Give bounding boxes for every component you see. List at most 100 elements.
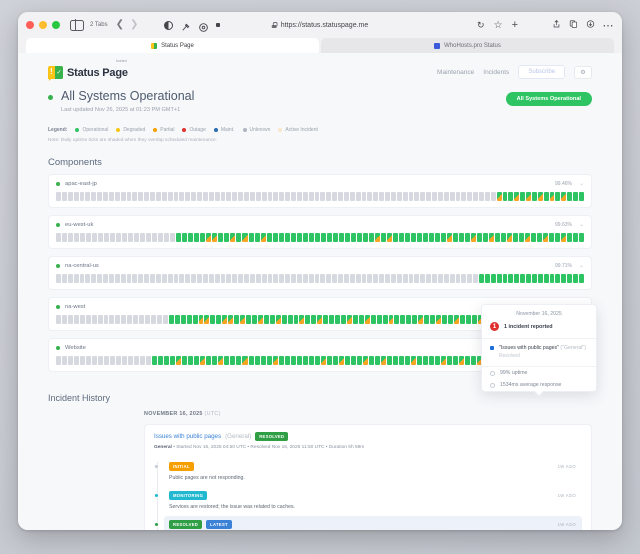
uptime-tick[interactable] [373, 192, 379, 201]
uptime-tick[interactable] [573, 192, 578, 201]
uptime-tick[interactable] [520, 274, 525, 283]
uptime-tick[interactable] [441, 315, 447, 324]
uptime-tick[interactable] [496, 192, 502, 201]
uptime-tick[interactable] [208, 192, 214, 201]
appearance-icon[interactable] [164, 20, 174, 30]
uptime-tick[interactable] [386, 356, 392, 365]
uptime-tick[interactable] [202, 274, 208, 283]
uptime-tick[interactable] [224, 356, 230, 365]
uptime-tick[interactable] [226, 274, 232, 283]
uptime-tick[interactable] [191, 192, 196, 201]
uptime-tick[interactable] [479, 192, 484, 201]
uptime-tick[interactable] [380, 356, 386, 365]
uptime-tick[interactable] [200, 233, 206, 242]
uptime-tick[interactable] [269, 315, 275, 324]
uptime-tick[interactable] [242, 233, 248, 242]
uptime-tick[interactable] [332, 233, 338, 242]
uptime-tick[interactable] [248, 356, 254, 365]
uptime-tick[interactable] [455, 192, 461, 201]
uptime-tick[interactable] [220, 192, 226, 201]
uptime-tick[interactable] [170, 233, 176, 242]
uptime-tick[interactable] [449, 274, 455, 283]
uptime-tick[interactable] [344, 356, 350, 365]
uptime-tick[interactable] [341, 315, 346, 324]
uptime-tick[interactable] [513, 233, 519, 242]
uptime-tick[interactable] [402, 192, 408, 201]
uptime-tick[interactable] [230, 356, 236, 365]
uptime-tick[interactable] [151, 315, 156, 324]
uptime-tick[interactable] [367, 274, 373, 283]
uptime-tick[interactable] [291, 192, 296, 201]
uptime-tick[interactable] [385, 192, 390, 201]
uptime-tick[interactable] [206, 356, 212, 365]
uptime-tick[interactable] [459, 356, 465, 365]
uptime-tick[interactable] [361, 274, 367, 283]
uptime-tick[interactable] [374, 233, 380, 242]
uptime-tick[interactable] [531, 192, 537, 201]
uptime-tick[interactable] [248, 233, 254, 242]
uptime-tick[interactable] [531, 233, 537, 242]
uptime-tick[interactable] [332, 356, 338, 365]
uptime-tick[interactable] [56, 274, 61, 283]
uptime-tick[interactable] [162, 315, 168, 324]
uptime-tick[interactable] [296, 192, 302, 201]
uptime-tick[interactable] [436, 315, 441, 324]
uptime-tick[interactable] [406, 315, 412, 324]
uptime-tick[interactable] [326, 274, 332, 283]
uptime-tick[interactable] [537, 192, 543, 201]
uptime-tick[interactable] [537, 274, 543, 283]
uptime-tick[interactable] [519, 233, 525, 242]
uptime-tick[interactable] [155, 192, 161, 201]
uptime-tick[interactable] [443, 192, 449, 201]
uptime-tick[interactable] [279, 274, 285, 283]
uptime-tick[interactable] [567, 274, 572, 283]
uptime-tick[interactable] [132, 192, 138, 201]
uptime-tick[interactable] [168, 315, 174, 324]
more-icon[interactable]: ⋯ [602, 19, 614, 32]
uptime-tick[interactable] [180, 315, 186, 324]
uptime-tick[interactable] [402, 274, 408, 283]
uptime-tick[interactable] [228, 315, 234, 324]
uptime-tick[interactable] [226, 192, 232, 201]
uptime-tick[interactable] [67, 315, 73, 324]
uptime-tick[interactable] [368, 356, 374, 365]
uptime-tick[interactable] [418, 315, 424, 324]
uptime-tick[interactable] [447, 356, 453, 365]
uptime-tick[interactable] [428, 233, 434, 242]
uptime-tick[interactable] [385, 274, 390, 283]
minimize-window-button[interactable] [39, 21, 47, 29]
uptime-tick[interactable] [56, 233, 62, 242]
uptime-tick[interactable] [127, 315, 133, 324]
uptime-tick[interactable] [416, 233, 422, 242]
uptime-tick[interactable] [526, 274, 531, 283]
uptime-tick[interactable] [335, 315, 340, 324]
uptime-tick[interactable] [386, 233, 392, 242]
uptime-tick[interactable] [188, 356, 194, 365]
uptime-tick[interactable] [170, 356, 176, 365]
uptime-tick[interactable] [116, 233, 122, 242]
uptime-tick[interactable] [490, 274, 496, 283]
uptime-tick[interactable] [549, 274, 555, 283]
back-chevron-icon[interactable]: ❮ [115, 19, 124, 30]
uptime-tick[interactable] [290, 356, 296, 365]
uptime-tick[interactable] [437, 192, 443, 201]
uptime-tick[interactable] [293, 315, 299, 324]
uptime-tick[interactable] [308, 233, 314, 242]
uptime-tick[interactable] [471, 233, 477, 242]
uptime-tick[interactable] [56, 315, 61, 324]
uptime-tick[interactable] [150, 274, 155, 283]
uptime-tick[interactable] [355, 274, 361, 283]
uptime-tick[interactable] [380, 233, 386, 242]
uptime-tick[interactable] [249, 274, 255, 283]
uptime-tick[interactable] [459, 233, 465, 242]
uptime-tick[interactable] [370, 315, 376, 324]
uptime-tick[interactable] [218, 233, 224, 242]
uptime-tick[interactable] [311, 315, 317, 324]
uptime-tick[interactable] [432, 274, 437, 283]
uptime-tick[interactable] [296, 233, 302, 242]
uptime-tick[interactable] [116, 356, 122, 365]
uptime-tick[interactable] [140, 356, 146, 365]
uptime-tick[interactable] [212, 233, 218, 242]
uptime-tick[interactable] [79, 192, 85, 201]
uptime-tick[interactable] [249, 192, 255, 201]
